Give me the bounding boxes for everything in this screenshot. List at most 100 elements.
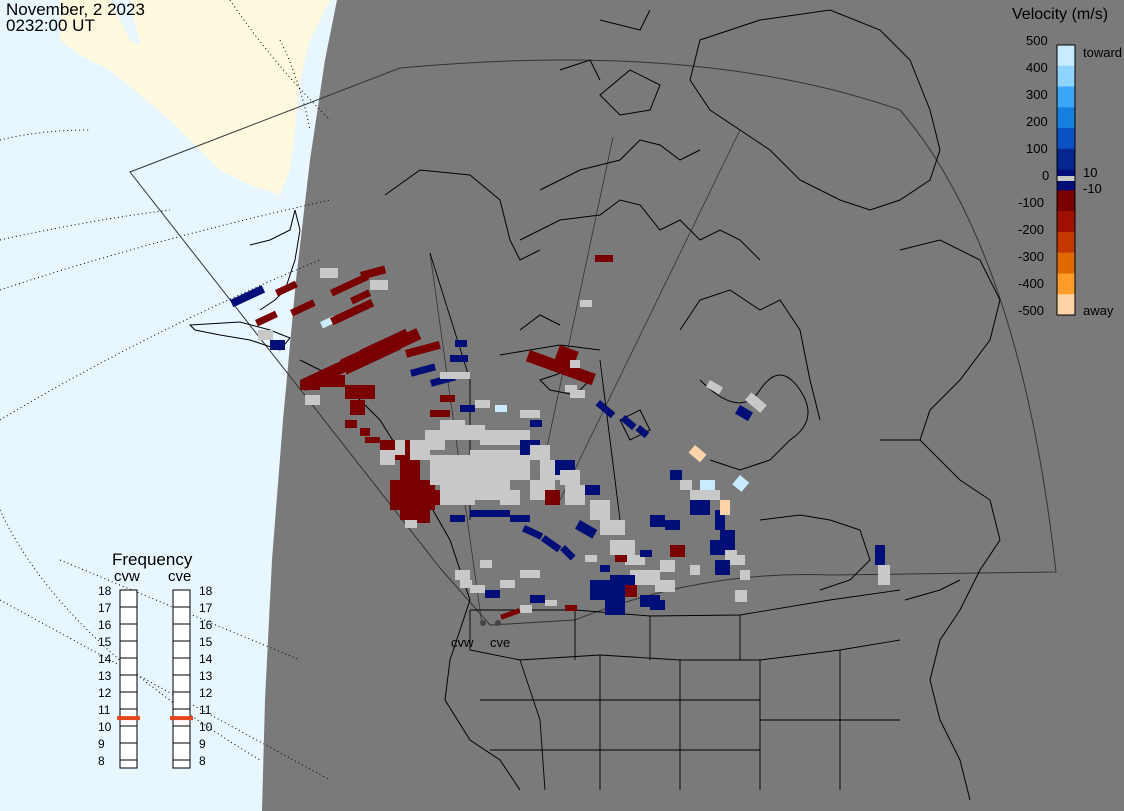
frequency-radar-cvw: cvw — [114, 568, 140, 585]
scatter-cell — [460, 425, 485, 440]
scatter-cell — [510, 515, 530, 522]
colorbar-tick-label: -300 — [1018, 249, 1045, 264]
scatter-cell — [585, 485, 600, 495]
frequency-level-label: 13 — [98, 669, 112, 683]
scatter-cell — [460, 580, 472, 588]
colorbar-tick-label: 400 — [1026, 60, 1048, 75]
scatter-cell — [690, 490, 705, 500]
scatter-cell — [560, 470, 580, 485]
scatter-cell — [275, 280, 298, 297]
scatter-cell — [625, 555, 645, 565]
scatter-cell — [590, 500, 610, 520]
colorbar-tick-label: 100 — [1026, 141, 1048, 156]
scatter-cell — [745, 392, 767, 413]
scatter-cell — [480, 430, 510, 445]
scatter-cell — [700, 490, 720, 500]
scatter-cell — [620, 415, 637, 431]
scatter-cell — [305, 395, 320, 405]
scatter-cell — [732, 475, 750, 492]
scatter-cell — [455, 340, 467, 347]
scatter-cell — [635, 424, 650, 439]
radar-label-cve: cve — [490, 635, 510, 650]
scatter-cell — [878, 565, 890, 585]
scatter-cell — [270, 340, 285, 350]
scatter-cell — [575, 520, 598, 539]
scatter-cell — [510, 450, 530, 480]
frequency-level-label: 9 — [98, 737, 105, 751]
scatter-cell — [530, 445, 550, 460]
scatter-cell — [735, 590, 747, 602]
scatter-cell — [565, 385, 577, 392]
scatter-cell — [570, 390, 585, 398]
frequency-level-label: 17 — [199, 601, 213, 615]
scatter-cell — [530, 420, 542, 427]
scatter-cell — [670, 545, 685, 557]
scatter-cell — [605, 595, 625, 615]
scatter-cell — [640, 550, 652, 557]
scatter-cell — [734, 405, 753, 422]
scatter-cell — [455, 570, 470, 580]
frequency-level-label: 18 — [199, 584, 213, 598]
scatter-cell — [440, 480, 475, 505]
sunlit-land-2 — [130, 0, 330, 195]
graticule — [0, 0, 331, 781]
scatter-cell — [330, 273, 370, 297]
frequency-level-label: 17 — [98, 601, 112, 615]
scatter-cell — [545, 490, 560, 505]
scatter-cell — [350, 289, 372, 305]
frequency-level-label: 14 — [98, 652, 112, 666]
scatter-cell — [485, 590, 500, 598]
scatter-cell — [258, 330, 273, 340]
frequency-level-label: 11 — [199, 703, 212, 717]
scatter-cell — [545, 600, 557, 606]
scatter-cell — [710, 540, 725, 555]
frequency-level-label: 10 — [199, 720, 213, 734]
date-label: November, 2 2023 — [6, 0, 145, 19]
scatter-cell — [565, 605, 577, 611]
frequency-level-label: 13 — [199, 669, 213, 683]
frequency-level-label: 16 — [199, 618, 213, 632]
scatter-cell — [595, 255, 613, 262]
scatter-cell — [500, 580, 515, 588]
scatter-cell — [688, 445, 707, 463]
scatter-cell — [522, 525, 544, 540]
scatter-cell — [600, 565, 610, 572]
scatter-cell — [450, 355, 468, 362]
scatter-cell — [460, 405, 475, 412]
scatter-cell — [670, 470, 682, 480]
scatter-cell — [735, 555, 745, 565]
scatter-cell — [560, 545, 576, 561]
scatter-cell — [655, 580, 675, 592]
radar-site-markers — [480, 620, 501, 626]
frequency-radar-cve: cve — [168, 568, 192, 585]
scatter-cell — [520, 605, 532, 613]
scatter-cell — [665, 520, 680, 530]
scatter-cell — [300, 380, 320, 390]
scatter-cell — [570, 360, 580, 368]
frequency-level-label: 15 — [98, 635, 112, 649]
scatter-cell — [440, 420, 465, 440]
night-region — [262, 0, 1124, 811]
colorbar-threshold-neg: -10 — [1083, 181, 1102, 196]
frequency-level-label: 9 — [199, 737, 206, 751]
colorbar-tick-label: -400 — [1018, 276, 1045, 291]
scatter-cell — [585, 555, 597, 562]
scatter-cell — [625, 585, 637, 597]
frequency-level-label: 15 — [199, 635, 213, 649]
scatter-cell — [630, 570, 660, 585]
scatter-cell — [715, 560, 730, 575]
scatter-cell — [690, 500, 710, 515]
frequency-level-label: 11 — [98, 703, 111, 717]
scatter-cell — [290, 299, 316, 317]
frequency-level-label: 12 — [98, 686, 112, 700]
scatter-cell — [405, 520, 417, 528]
sunlit-land — [60, 0, 270, 190]
scatter-cell — [875, 545, 885, 565]
scatter-cell — [229, 285, 266, 308]
scatter-cell — [715, 510, 725, 530]
scatter-cell — [475, 400, 490, 408]
scatter-cell — [395, 440, 405, 455]
frequency-level-label: 10 — [98, 720, 112, 734]
